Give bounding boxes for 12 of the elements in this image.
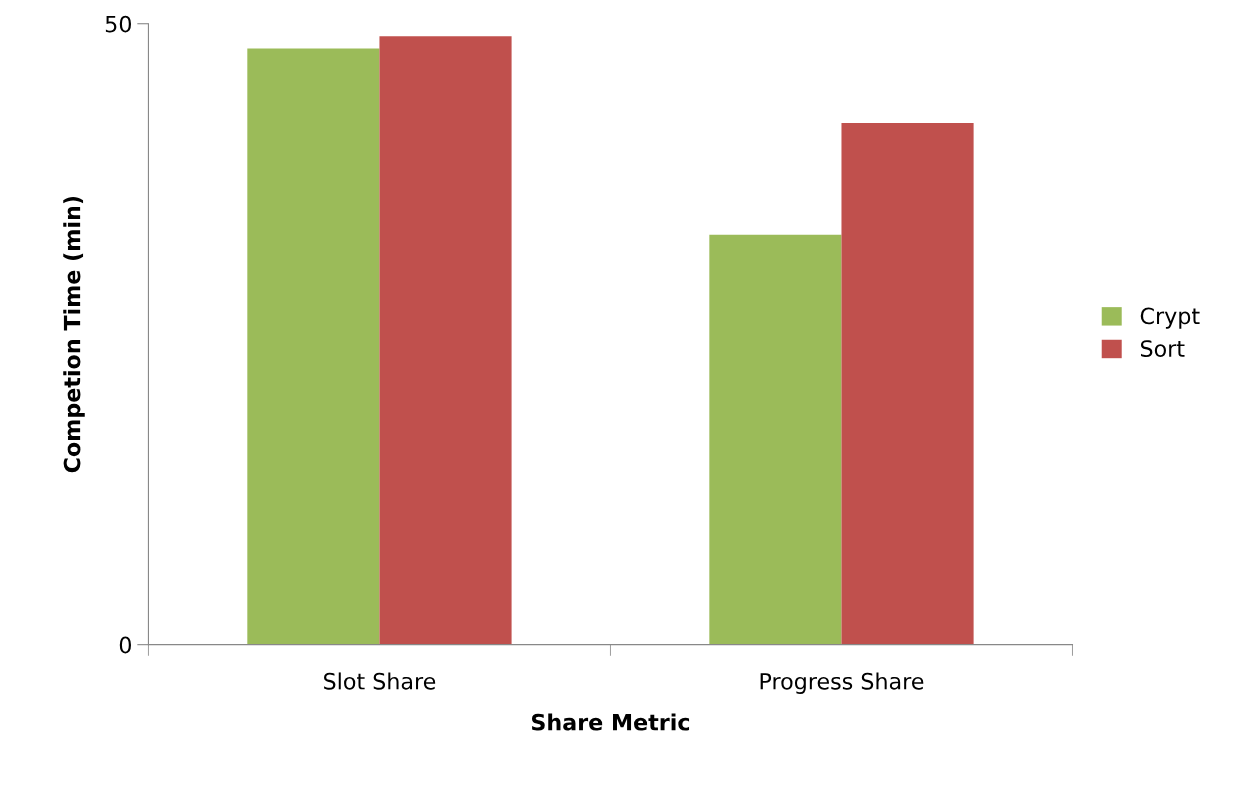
legend-label: Sort bbox=[1140, 340, 1185, 357]
x-tick-label: Slot Share bbox=[324, 672, 436, 690]
bar bbox=[709, 234, 842, 645]
x-axis-title: Share Metric bbox=[531, 713, 690, 731]
bar bbox=[379, 36, 512, 645]
y-tick-label: 0 bbox=[119, 636, 131, 654]
y-tick-label: 50 bbox=[105, 15, 131, 33]
bar bbox=[841, 123, 974, 645]
legend-label: Crypt bbox=[1140, 307, 1200, 329]
x-tick-label: Progress Share bbox=[760, 672, 924, 694]
bar bbox=[247, 48, 380, 645]
y-axis-title: Competion Time (min) bbox=[63, 196, 85, 473]
